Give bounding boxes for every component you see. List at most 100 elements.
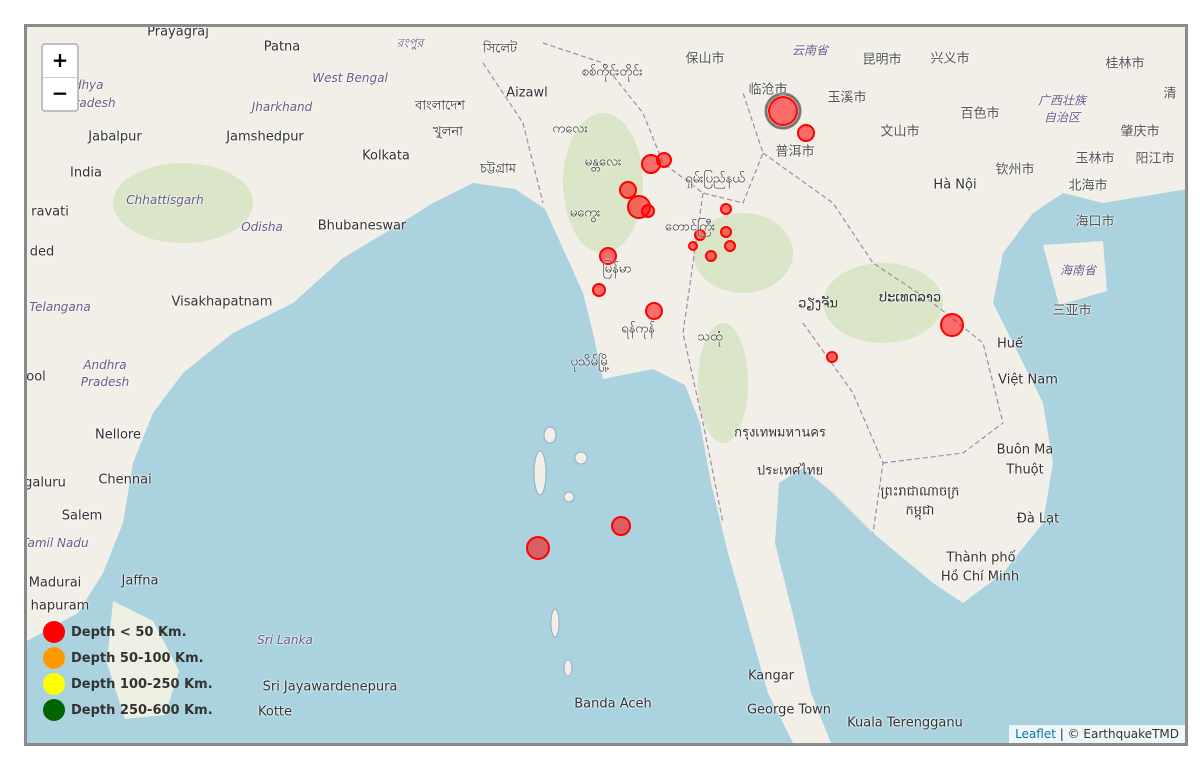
earthquake-marker[interactable] [656, 152, 672, 168]
sri-lanka [107, 601, 179, 719]
earthquake-marker[interactable] [826, 351, 838, 363]
earthquake-marker[interactable] [705, 250, 717, 262]
earthquake-marker[interactable] [688, 241, 698, 251]
place-label: Hà Nội [933, 177, 977, 193]
place-label: 自治区 [1043, 110, 1081, 125]
legend-label: Depth < 50 Km. [71, 624, 187, 640]
legend-swatch [43, 647, 65, 669]
place-label: Việt Nam [998, 372, 1058, 388]
place-label: Chennai [98, 472, 152, 488]
earthquake-markers [526, 92, 964, 560]
zoom-in-button[interactable]: + [51, 48, 69, 72]
earthquake-marker[interactable] [599, 247, 617, 265]
place-label: တောင်ကြီး [664, 219, 716, 235]
place-label: Thuột [1006, 462, 1044, 478]
place-label: Visakhapatnam [171, 294, 273, 310]
place-label: Buôn Ma [996, 442, 1054, 458]
place-label: Banda Aceh [574, 696, 652, 712]
place-label: កម្ពុជា [905, 503, 935, 519]
place-label: စစ်ကိုင်းတိုင်း [581, 64, 643, 80]
place-label: 玉溪市 [827, 90, 867, 106]
place-label: West Bengal [312, 71, 388, 85]
place-label: Pradesh [80, 375, 130, 389]
place-label: Jaffna [121, 573, 159, 589]
place-label: မကွေး [569, 205, 601, 221]
place-label: 北海市 [1068, 178, 1108, 194]
place-label: သထုံ [697, 329, 723, 345]
legend-swatch [43, 621, 65, 643]
place-label: Madurai [28, 575, 82, 591]
attribution-credit: © EarthquakeTMD [1067, 727, 1179, 741]
hainan [1043, 241, 1107, 305]
earthquake-marker[interactable] [645, 302, 663, 320]
place-label: ព្រះរាជាណាចក្រ [880, 484, 960, 500]
place-label: Aizawl [506, 85, 548, 101]
place-label: বাংলাদেশ [415, 98, 465, 114]
earthquake-marker[interactable] [694, 229, 706, 241]
place-label: Hồ Chí Minh [940, 569, 1020, 585]
place-label: မန္တလေး [584, 154, 622, 170]
earthquake-marker[interactable] [526, 536, 550, 560]
place-label: ပုသိမ်မြို့ [570, 354, 610, 370]
bay-of-bengal [27, 183, 793, 743]
place-label: 桂林市 [1105, 56, 1145, 72]
place-label: 云南省 [791, 43, 829, 58]
legend-label: Depth 50-100 Km. [71, 650, 204, 666]
legend-label: Depth 250-600 Km. [71, 702, 213, 718]
earthquake-marker[interactable] [619, 181, 637, 199]
earthquake-marker[interactable] [797, 124, 815, 142]
place-label: 百色市 [960, 106, 1000, 122]
forest-areas [113, 113, 943, 443]
place-label: Jabalpur [88, 129, 142, 145]
place-label: Chhattisgarh [126, 193, 204, 207]
place-label: Kuala Terengganu [847, 715, 963, 731]
place-label: Huế [996, 336, 1024, 352]
place-label: 海口市 [1075, 214, 1115, 230]
zoom-out-button[interactable]: − [43, 77, 77, 110]
place-label: 三亚市 [1052, 303, 1092, 319]
place-label: ool [26, 369, 46, 385]
earthquake-marker[interactable] [611, 516, 631, 536]
place-label: Thành phố [946, 550, 1016, 566]
basemap [27, 42, 1185, 743]
place-label: ရန်ကုန် [621, 321, 655, 337]
place-label: Bhubaneswar [317, 218, 407, 234]
earthquake-marker[interactable] [724, 240, 736, 252]
earthquake-marker[interactable] [592, 283, 606, 297]
place-label: မြန်မာ [602, 261, 632, 277]
earthquake-marker[interactable] [940, 313, 964, 337]
latest-event-ring [764, 92, 802, 130]
earthquake-marker[interactable] [641, 204, 655, 218]
place-label: 钦州市 [995, 162, 1035, 178]
place-label: ကလေး [552, 121, 588, 137]
place-label: ປະເທດລາວ [878, 290, 942, 306]
place-label: Tamil Nadu [24, 536, 89, 550]
place-label: 海南省 [1059, 263, 1097, 278]
attribution-separator: | [1055, 727, 1068, 741]
place-label: Jamshedpur [226, 129, 304, 145]
south-china-sea [775, 189, 1185, 743]
zoom-control: + − [41, 43, 79, 112]
place-label: 阳江市 [1135, 151, 1175, 167]
place-label: 保山市 [685, 51, 725, 67]
legend-label: Depth 100-250 Km. [71, 676, 213, 692]
earthquake-map[interactable]: Prayagraj Patna রংপুর সিলেট 保山市 云南省 昆明市 兴义市 桂林市 a… [24, 24, 1188, 746]
place-label: George Town [746, 702, 832, 718]
legend-item: Depth 100-250 Km. [43, 671, 213, 697]
place-label: 广西壮族 [1037, 93, 1087, 108]
legend-item: Depth 250-600 Km. [43, 697, 213, 723]
place-label: 兴义市 [930, 51, 970, 67]
place-label: 普洱市 [775, 144, 815, 160]
place-label: ravati [31, 204, 69, 220]
earthquake-marker[interactable] [768, 96, 798, 126]
earthquake-marker[interactable] [720, 226, 732, 238]
place-label: ວຽງຈັນ [798, 296, 838, 312]
place-label: Prayagraj [147, 24, 209, 40]
place-label: Telangana [29, 300, 91, 314]
place-label: Odisha [241, 220, 283, 234]
place-label: Kotte [257, 704, 293, 720]
place-label: রংপুর [396, 36, 424, 50]
place-label: Patna [263, 39, 301, 55]
leaflet-link[interactable]: Leaflet [1015, 727, 1056, 741]
earthquake-marker[interactable] [720, 203, 732, 215]
